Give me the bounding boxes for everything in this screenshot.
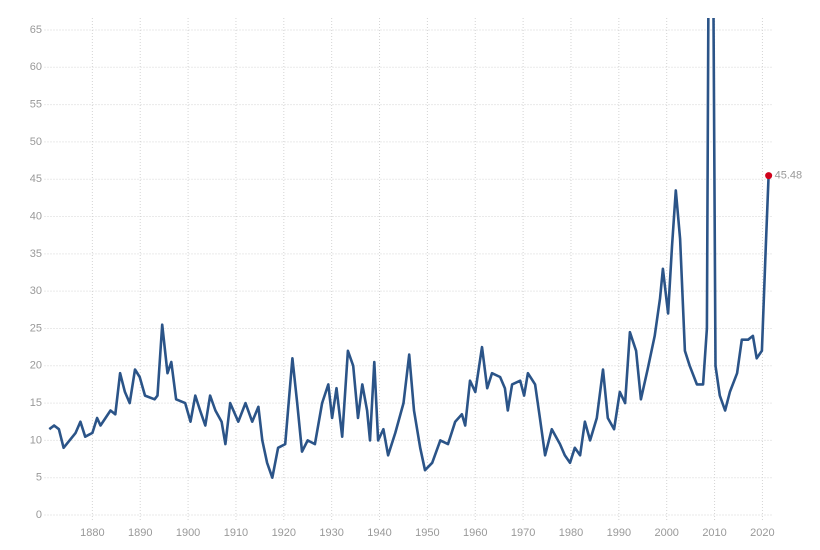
y-tick-label: 65: [30, 24, 42, 36]
x-tick-label: 1890: [128, 527, 152, 539]
y-tick-label: 10: [30, 434, 42, 446]
x-tick-label: 1880: [80, 527, 104, 539]
x-tick-label: 1910: [224, 527, 248, 539]
x-tick-label: 1980: [559, 527, 583, 539]
y-tick-label: 45: [30, 173, 42, 185]
y-tick-label: 40: [30, 210, 42, 222]
y-tick-label: 35: [30, 248, 42, 260]
x-tick-label: 1920: [272, 527, 296, 539]
line: [48, 18, 770, 479]
last-value-label: 45.48: [775, 170, 803, 182]
y-tick-label: 60: [30, 61, 42, 73]
x-tick-label: 2000: [654, 527, 678, 539]
y-tick-label: 15: [30, 397, 42, 409]
y-tick-label: 20: [30, 360, 42, 372]
y-tick-label: 55: [30, 99, 42, 111]
x-tick-label: 1930: [319, 527, 343, 539]
x-tick-label: 2020: [750, 527, 774, 539]
y-tick-label: 30: [30, 285, 42, 297]
y-tick-label: 5: [36, 472, 42, 484]
x-tick-label: 1950: [415, 527, 439, 539]
x-tick-label: 2010: [702, 527, 726, 539]
y-tick-label: 0: [36, 509, 42, 521]
x-tick-label: 1970: [511, 527, 535, 539]
y-tick-label: 50: [30, 136, 42, 148]
last-point: [765, 172, 773, 180]
y-tick-label: 25: [30, 322, 42, 334]
x-tick-label: 1900: [176, 527, 200, 539]
x-tick-label: 1940: [367, 527, 391, 539]
x-tick-label: 1960: [463, 527, 487, 539]
x-tick-label: 1990: [607, 527, 631, 539]
